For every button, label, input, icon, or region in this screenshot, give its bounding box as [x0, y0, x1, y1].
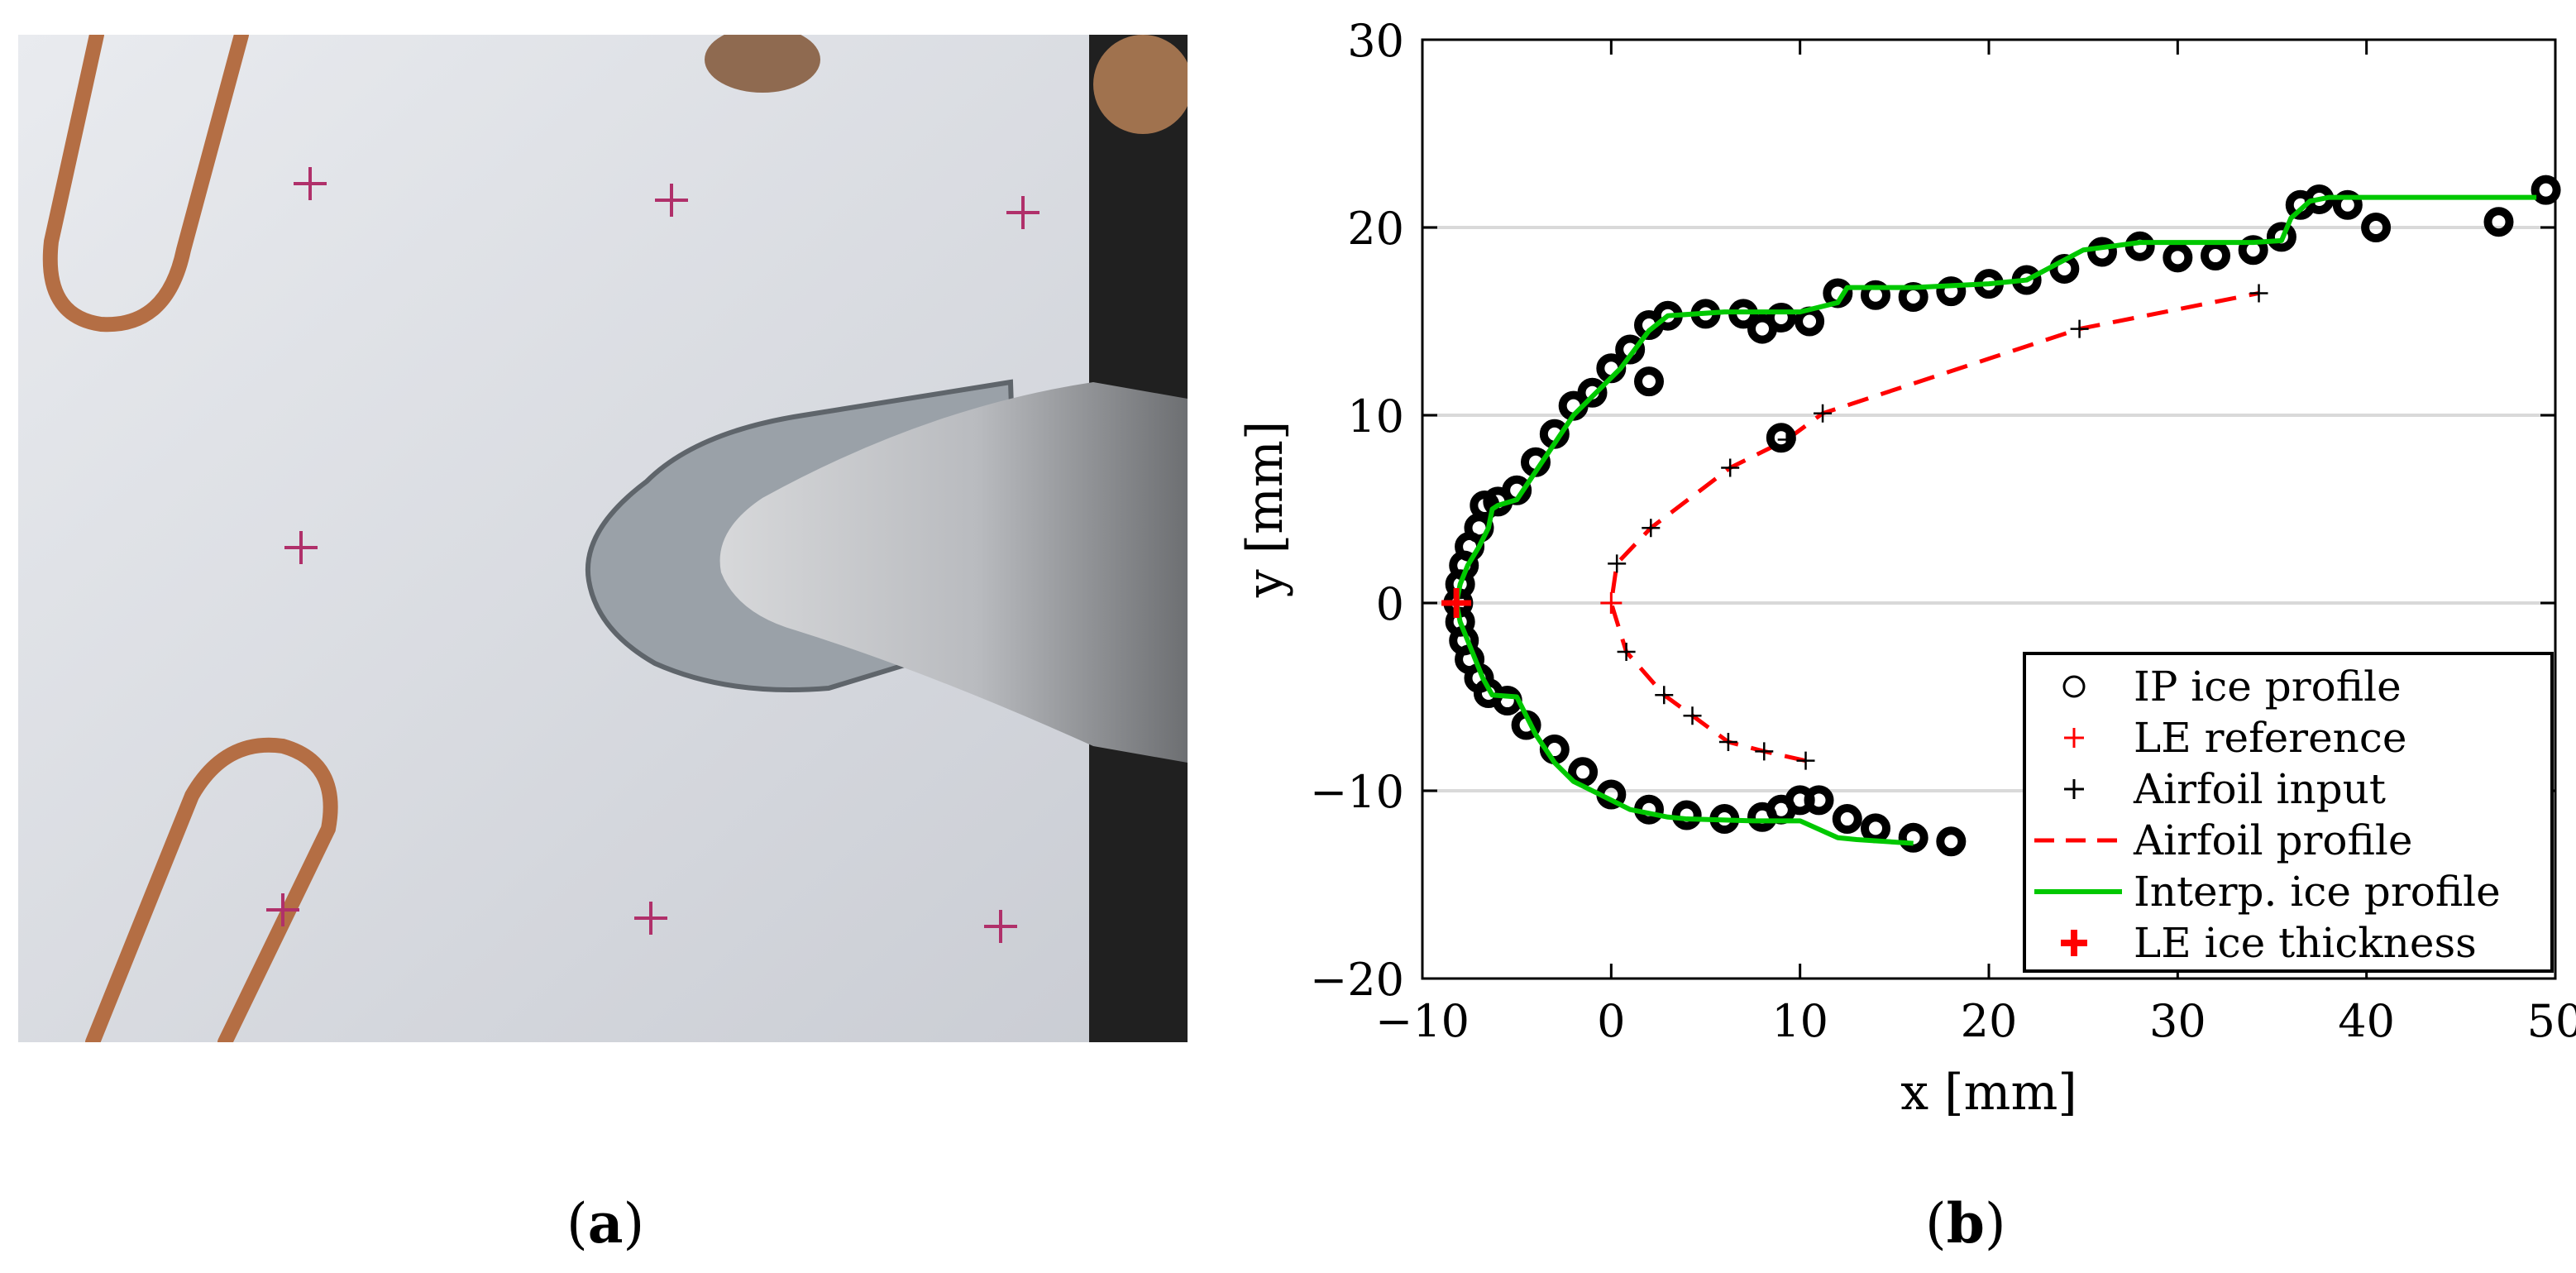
- x-tick-label: −10: [1375, 995, 1470, 1047]
- panel-b-letter: b: [1946, 1191, 1985, 1256]
- ip-point: [1936, 826, 1967, 857]
- airfoil-profile-series: [1608, 290, 2260, 763]
- ip-point: [1615, 334, 1646, 365]
- ip-point: [1936, 276, 1967, 307]
- copper-wire-top: [42, 35, 249, 333]
- ip-point: [2124, 231, 2155, 261]
- airfoil-input-point: [1617, 643, 1636, 662]
- ip-point: [2163, 242, 2193, 273]
- ip-point: [2087, 237, 2117, 267]
- ip-point: [2483, 207, 2514, 237]
- airfoil-input-point: [2070, 319, 2089, 338]
- airfoil-ice-photo: [18, 35, 1188, 1042]
- y-axis-label: y [mm]: [1236, 421, 1294, 599]
- ip-point: [2201, 241, 2230, 271]
- panel-b-label: (b): [1925, 1191, 2006, 1256]
- airfoil-input-point: [1718, 732, 1737, 751]
- le-markers: [1441, 588, 1623, 618]
- ip-point: [1861, 280, 1890, 310]
- interp-line: [1454, 194, 2537, 846]
- ip-point: [1832, 804, 1862, 835]
- ip-point: [1634, 366, 1664, 397]
- ip-point: [1766, 423, 1796, 453]
- ip-point: [1861, 813, 1890, 844]
- legend-swatch-le_thick: [2061, 930, 2087, 956]
- y-tick-label: 10: [1347, 390, 1404, 443]
- airfoil-input-point: [1796, 751, 1815, 770]
- airfoil-input-point: [1655, 686, 1674, 705]
- ip-point: [1671, 800, 1702, 830]
- y-tick-label: 0: [1376, 578, 1404, 630]
- legend-box: [2023, 652, 2554, 973]
- airfoil-input-point: [1777, 430, 1796, 449]
- legend-label-le_thick: LE ice thickness: [2134, 919, 2477, 967]
- copper-wire-bottom: [85, 737, 338, 1042]
- le-reference-point: [1600, 592, 1623, 614]
- x-axis-label: x [mm]: [1900, 1064, 2077, 1122]
- x-tick-label: 50: [2527, 995, 2576, 1047]
- y-tick-label: 30: [1347, 15, 1404, 67]
- ip-point: [1577, 377, 1608, 408]
- ip-point: [2531, 175, 2561, 205]
- y-tick-label: −20: [1310, 954, 1404, 1006]
- ip-point: [2361, 213, 2392, 242]
- airfoil-profile-line: [1608, 290, 2260, 763]
- x-tick-label: 40: [2338, 995, 2395, 1047]
- airfoil-input-point: [1721, 458, 1740, 477]
- x-tick-label: 20: [1961, 995, 2018, 1047]
- airfoil-input-point: [2249, 284, 2268, 303]
- legend-label-airfoil_profile: Airfoil profile: [2133, 816, 2412, 864]
- legend-label-le_ref: LE reference: [2134, 714, 2406, 762]
- legend-label-ip: IP ice profile: [2134, 663, 2402, 711]
- airfoil-input-point: [1814, 404, 1833, 423]
- ip-point: [2238, 235, 2268, 266]
- airfoil-blade: [719, 382, 1188, 763]
- ip-point: [1898, 822, 1928, 853]
- interp-ice-profile-series: [1454, 194, 2537, 846]
- ip-point: [1747, 313, 1777, 344]
- legend-swatch-airfoil_input: [2064, 779, 2084, 799]
- legend-swatch-le_ref: [2064, 728, 2084, 748]
- x-tick-label: 0: [1597, 995, 1625, 1047]
- photo-fingertip: [1093, 35, 1188, 134]
- ip-point: [1568, 757, 1599, 787]
- x-tick-label: 30: [2149, 995, 2206, 1047]
- ip-point: [2332, 189, 2363, 220]
- y-tick-label: −10: [1310, 766, 1404, 818]
- legend-swatch-ip: [2062, 675, 2086, 698]
- ip-point: [2266, 222, 2296, 252]
- photo-fingertip: [705, 35, 820, 93]
- airfoil-input-point: [1608, 554, 1627, 573]
- x-tick-label: 10: [1771, 995, 1828, 1047]
- y-tick-label: 20: [1347, 203, 1404, 255]
- legend-label-airfoil_input: Airfoil input: [2133, 765, 2386, 813]
- legend-label-interp: Interp. ice profile: [2134, 868, 2501, 916]
- le-ice-thickness-point: [1441, 588, 1472, 618]
- ip-point: [1747, 802, 1777, 832]
- airfoil-input-point: [1683, 706, 1702, 725]
- registration-crosses: [266, 167, 1039, 943]
- airfoil-input-point: [1755, 742, 1774, 761]
- panel-a-letter: a: [587, 1191, 624, 1256]
- airfoil-input-point: [1642, 519, 1661, 538]
- panel-a-label: (a): [566, 1191, 645, 1256]
